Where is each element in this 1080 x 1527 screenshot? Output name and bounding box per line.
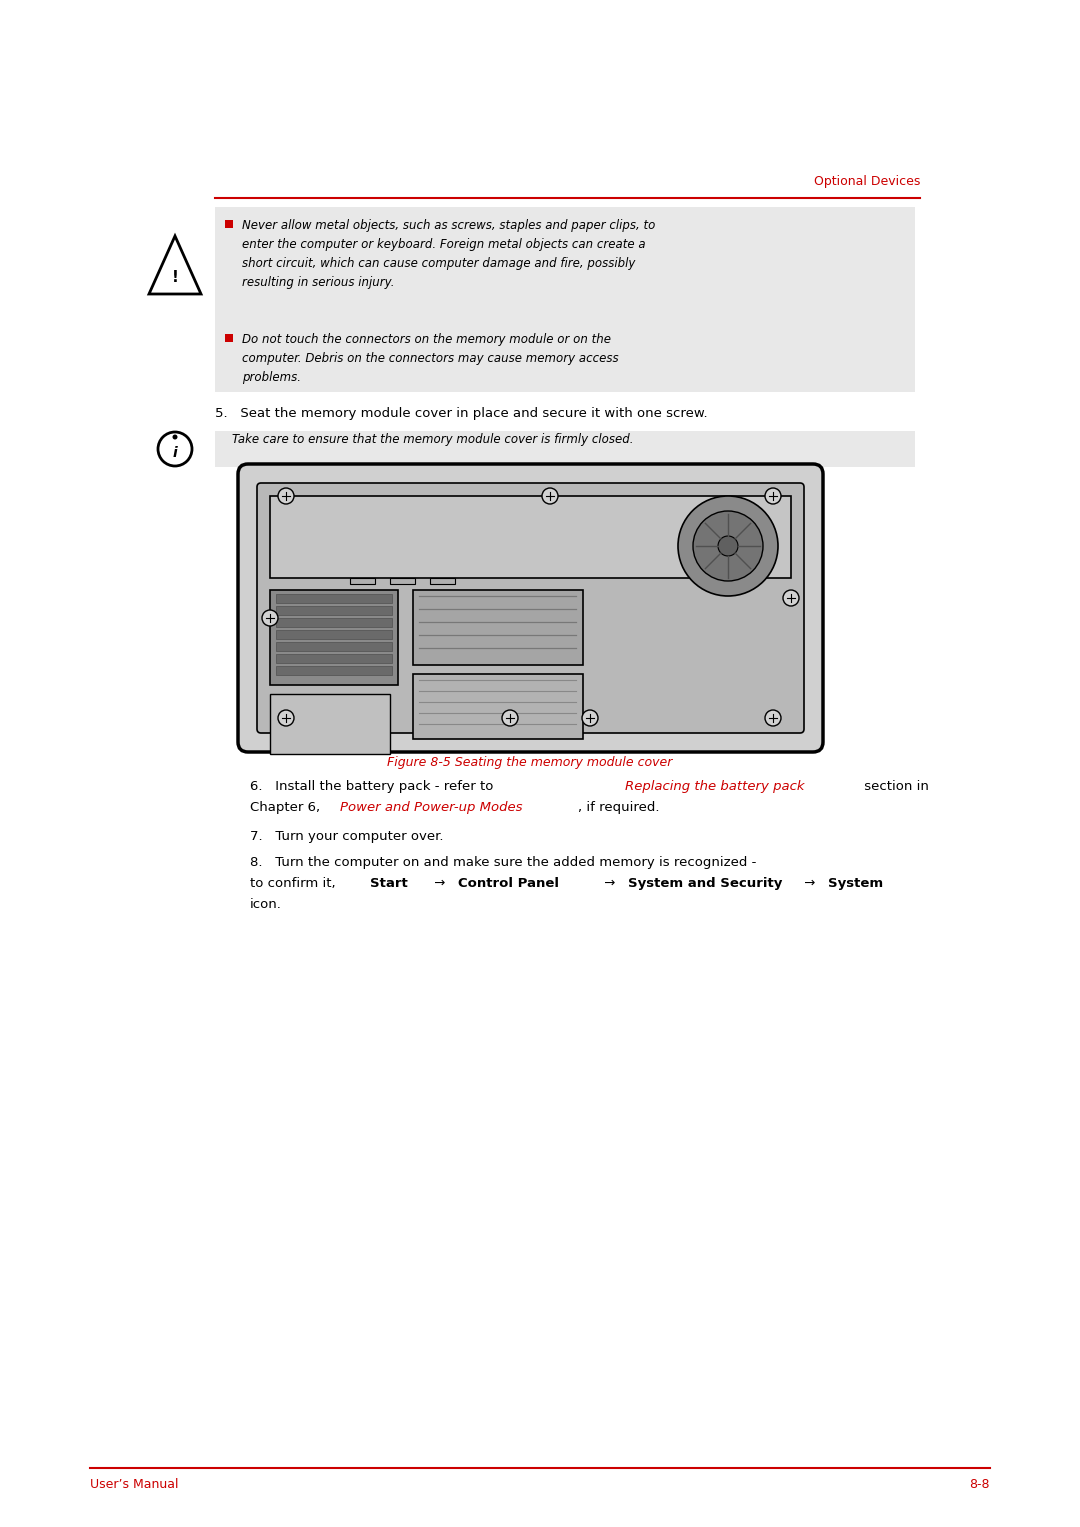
Circle shape bbox=[173, 435, 177, 440]
Bar bbox=[276, 654, 392, 663]
Circle shape bbox=[278, 489, 294, 504]
Text: Never allow metal objects, such as screws, staples and paper clips, to: Never allow metal objects, such as screw… bbox=[242, 218, 656, 232]
Circle shape bbox=[678, 496, 778, 596]
FancyBboxPatch shape bbox=[215, 208, 915, 392]
Text: Do not touch the connectors on the memory module or on the: Do not touch the connectors on the memor… bbox=[242, 333, 611, 347]
Text: enter the computer or keyboard. Foreign metal objects can create a: enter the computer or keyboard. Foreign … bbox=[242, 238, 646, 250]
Text: 7.   Turn your computer over.: 7. Turn your computer over. bbox=[249, 831, 444, 843]
Text: Replacing the battery pack: Replacing the battery pack bbox=[625, 780, 805, 793]
Text: Take care to ensure that the memory module cover is firmly closed.: Take care to ensure that the memory modu… bbox=[232, 434, 634, 446]
Text: computer. Debris on the connectors may cause memory access: computer. Debris on the connectors may c… bbox=[242, 353, 619, 365]
Bar bbox=[276, 641, 392, 651]
Circle shape bbox=[542, 489, 558, 504]
Bar bbox=[276, 594, 392, 603]
Bar bbox=[430, 579, 455, 583]
Text: short circuit, which can cause computer damage and fire, possibly: short circuit, which can cause computer … bbox=[242, 257, 635, 270]
Text: Chapter 6,: Chapter 6, bbox=[249, 802, 324, 814]
Bar bbox=[270, 496, 791, 579]
Text: Optional Devices: Optional Devices bbox=[813, 176, 920, 188]
Text: System: System bbox=[828, 876, 883, 890]
Bar bbox=[276, 618, 392, 628]
Bar bbox=[276, 666, 392, 675]
Text: resulting in serious injury.: resulting in serious injury. bbox=[242, 276, 394, 289]
Bar bbox=[276, 631, 392, 638]
Circle shape bbox=[693, 512, 762, 580]
Text: →: → bbox=[800, 876, 820, 890]
Bar bbox=[276, 606, 392, 615]
Circle shape bbox=[765, 489, 781, 504]
Circle shape bbox=[783, 589, 799, 606]
Text: →: → bbox=[600, 876, 620, 890]
Text: i: i bbox=[173, 446, 177, 460]
Bar bbox=[390, 579, 415, 583]
Text: , if required.: , if required. bbox=[578, 802, 660, 814]
Text: section in: section in bbox=[860, 780, 929, 793]
Text: Start: Start bbox=[370, 876, 408, 890]
Text: User’s Manual: User’s Manual bbox=[90, 1478, 178, 1490]
Text: to confirm it,: to confirm it, bbox=[249, 876, 340, 890]
Text: 8.   Turn the computer on and make sure the added memory is recognized -: 8. Turn the computer on and make sure th… bbox=[249, 857, 756, 869]
Text: Power and Power-up Modes: Power and Power-up Modes bbox=[340, 802, 523, 814]
Bar bbox=[413, 673, 583, 739]
Text: Figure 8-5 Seating the memory module cover: Figure 8-5 Seating the memory module cov… bbox=[388, 756, 673, 770]
Text: 5.   Seat the memory module cover in place and secure it with one screw.: 5. Seat the memory module cover in place… bbox=[215, 408, 707, 420]
Text: Control Panel: Control Panel bbox=[458, 876, 559, 890]
Bar bbox=[270, 589, 399, 686]
FancyBboxPatch shape bbox=[215, 431, 915, 467]
Text: 8-8: 8-8 bbox=[970, 1478, 990, 1490]
Circle shape bbox=[278, 710, 294, 725]
FancyBboxPatch shape bbox=[257, 483, 804, 733]
Text: problems.: problems. bbox=[242, 371, 301, 383]
Circle shape bbox=[718, 536, 738, 556]
Circle shape bbox=[502, 710, 518, 725]
Text: System and Security: System and Security bbox=[627, 876, 782, 890]
Text: →: → bbox=[430, 876, 449, 890]
Bar bbox=[225, 334, 233, 342]
Bar bbox=[350, 579, 375, 583]
Circle shape bbox=[582, 710, 598, 725]
Circle shape bbox=[765, 710, 781, 725]
Circle shape bbox=[262, 609, 278, 626]
Text: 6.   Install the battery pack - refer to: 6. Install the battery pack - refer to bbox=[249, 780, 498, 793]
Bar bbox=[270, 693, 390, 754]
Bar bbox=[225, 220, 233, 228]
Bar bbox=[413, 589, 583, 664]
Text: !: ! bbox=[172, 270, 178, 286]
Text: icon.: icon. bbox=[249, 898, 282, 912]
FancyBboxPatch shape bbox=[238, 464, 823, 751]
